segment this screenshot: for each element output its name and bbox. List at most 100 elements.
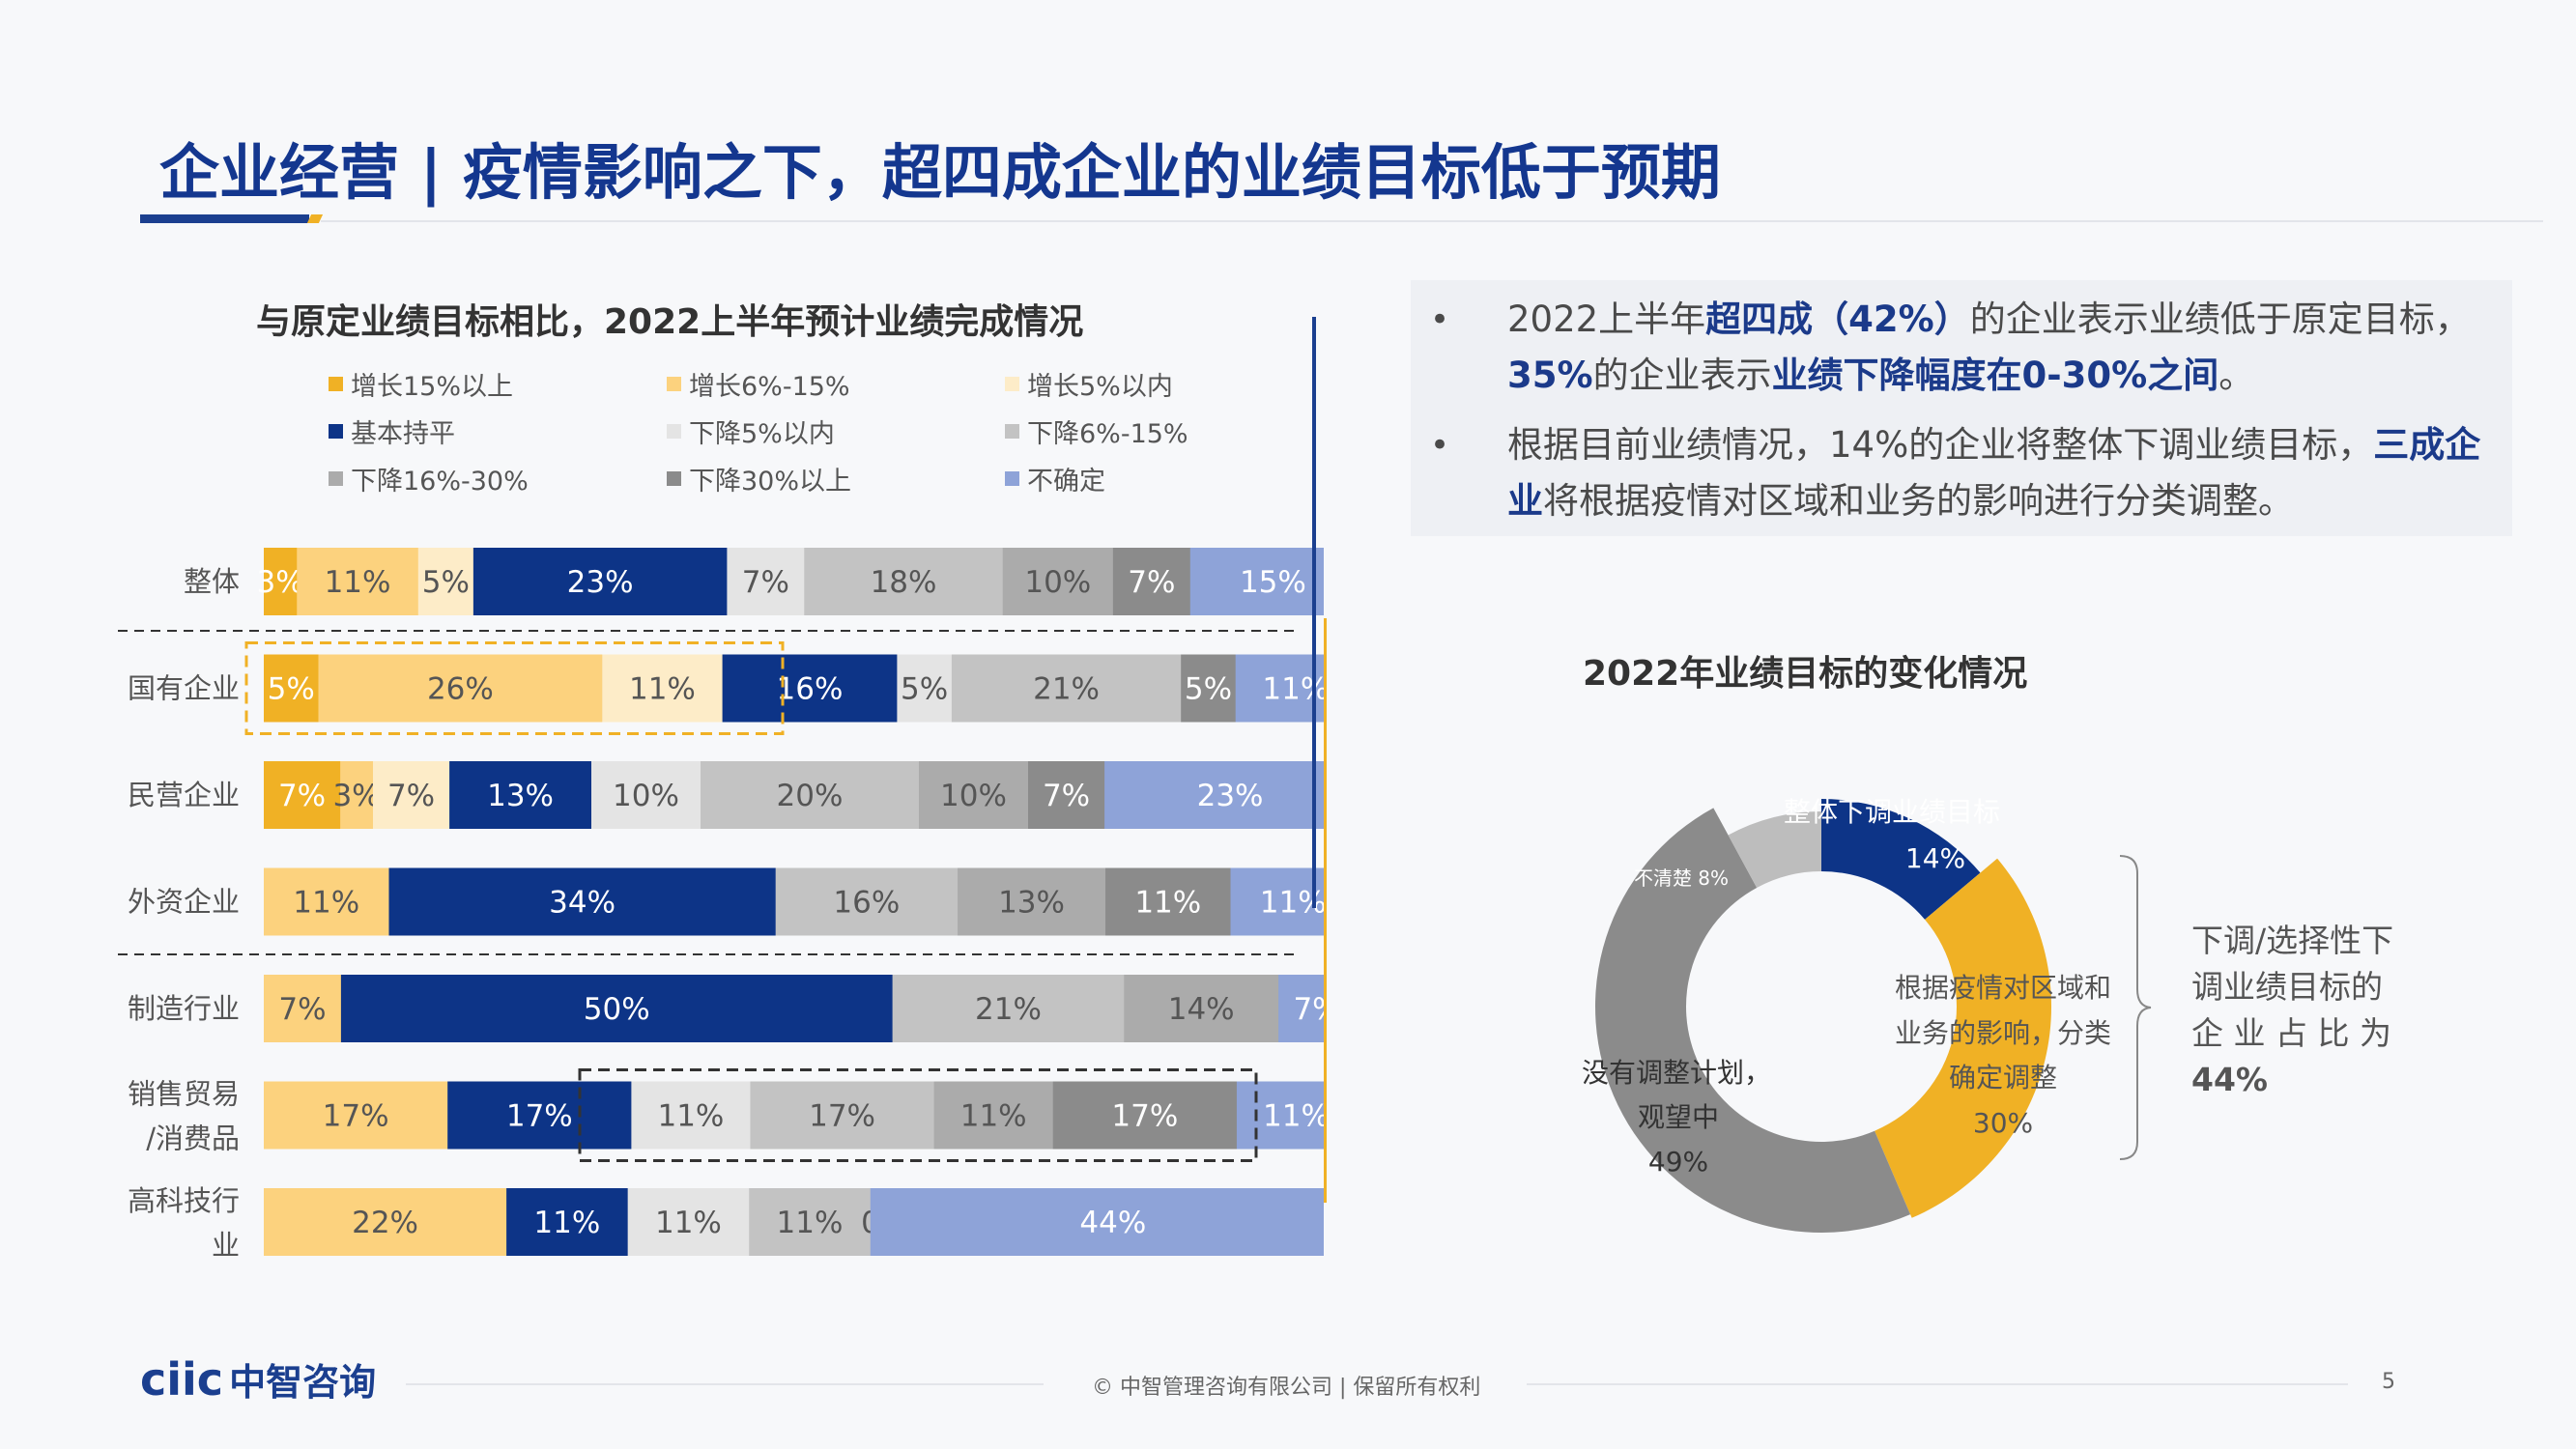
donut-slice-label: 不清楚 8% [1634,867,1729,890]
bracket-icon [2119,855,2152,1160]
bar-value-label: 10% [613,779,679,813]
bar-segment [933,1081,1054,1150]
legend-label: 增长15%以上 [351,372,514,402]
bar-segment [264,761,341,829]
bar-segment [318,654,603,723]
legend-swatch [329,424,343,439]
bar-segment [264,548,298,615]
bar-segment [264,1188,507,1256]
bar-segment [264,975,342,1042]
bar-segment [1235,654,1324,723]
bullet-emphasis: 超四成（42%） [1705,298,1970,340]
bar-value-label: 11% [629,672,696,707]
category-label: 高科技行 [128,1184,240,1217]
legend-swatch [667,377,681,391]
bar-segment [1230,867,1324,936]
key-findings-panel: • 2022上半年超四成（42%）的企业表示业绩低于原定目标， 35%的企业表示业… [1411,280,2512,536]
bar-segment [750,1081,935,1150]
donut-slice-value: 14% [1905,842,1965,874]
bar-value-label: 22% [352,1206,418,1240]
bar-value-label: 10% [940,779,1007,813]
bar-value-label: 3% [257,565,304,600]
bar-segment [892,975,1125,1042]
bar-segment [506,1188,629,1256]
bar-segment [340,975,894,1042]
page-title: 企业经营 | 疫情影响之下，超四成企业的业绩目标低于预期 [159,137,1721,208]
legend-label: 下降16%-30% [351,467,529,497]
legend-item: 基本持平 [329,412,455,450]
category-label: 整体 [184,565,240,598]
legend-label: 增长5%以内 [1027,372,1173,402]
bar-segment [1278,975,1324,1042]
bullet-text-run: 将根据疫情对区域和业务的影响进行分类调整。 [1543,480,2294,522]
bar-value-label: 11% [1134,886,1201,921]
footer-copyright: © 中智管理咨询有限公司 | 保留所有权利 [1092,1376,1481,1400]
bar-segment [727,548,805,615]
bar-value-label: 13% [998,886,1065,921]
footer-logo: ciic 中智咨询 [140,1352,376,1406]
legend-label: 增长6%-15% [689,372,850,402]
bar-segment [340,761,374,829]
bar-value-label: 18% [871,565,937,600]
bracket-note: 下调/选择性下 调业绩目标的 企 业 占 比 为 44% [2191,918,2423,1103]
bar-segment [449,761,592,829]
bar-segment [1105,867,1232,936]
category-label: 业 [212,1229,240,1262]
donut-slice-value: 49% [1648,1146,1708,1178]
legend-label: 不确定 [1027,467,1105,497]
bar-value-label: 23% [567,565,634,600]
bar-value-label: 17% [506,1099,573,1134]
bullet-1-text: 2022上半年超四成（42%）的企业表示业绩低于原定目标， 35%的企业表示业绩下… [1507,292,2493,404]
donut-slice-label: 业务的影响，分类 [1895,1017,2111,1049]
bar-segment [701,761,920,829]
legend-swatch [329,377,343,391]
legend-item: 增长6%-15% [667,365,850,403]
bar-segment [297,548,419,615]
footer-rule-left [406,1383,1044,1385]
stacked-bar-chart: 3% 11% 5% 23% 7% 18% 10% 7% 15% 整体 5% 26% 11% 16% 5% 21… [118,548,1324,1262]
bar-segment [1112,548,1191,615]
bar-chart-legend: 增长15%以上 增长6%-15% 增长5%以内 基本持平 下降5%以内 下降6%-15% 下… [329,365,1295,510]
bar-segment [472,548,728,615]
category-label: /消费品 [146,1122,240,1155]
bar-segment [749,1188,872,1256]
bar-value-label: 11% [960,1099,1027,1134]
bar-segment [951,654,1182,723]
bar-value-label: 17% [323,1099,389,1134]
donut-slice-label: 整体下调业绩目标 [1784,796,2000,828]
bar-value-label: 7% [1128,565,1175,600]
bar-value-label: 20% [777,779,844,813]
legend-swatch [329,471,343,486]
donut-slice-value: 30% [1973,1107,2033,1139]
bar-segment [870,1188,1324,1256]
bar-value-label: 15% [1240,565,1306,600]
bullet-text-run: 2022上半年 [1507,298,1706,340]
bar-segment [264,654,319,723]
ciic-logo-text: 中智咨询 [229,1361,377,1404]
bar-value-label: 5% [422,565,470,600]
legend-label: 下降30%以上 [689,467,852,497]
legend-item: 下降30%以上 [667,460,851,497]
highlight-box-decline [578,1068,1258,1162]
category-label: 外资企业 [128,886,240,919]
bar-segment [958,867,1106,936]
bar-value-label: 23% [1197,779,1264,813]
bar-value-label: 7% [1293,992,1324,1027]
bar-value-label: 11% [325,565,391,600]
bar-value-label: 34% [549,886,615,921]
legend-swatch [667,424,681,439]
bar-value-label: 26% [427,672,494,707]
bracket-note-line: 企 业 占 比 为 [2191,1014,2391,1052]
bar-segment [897,654,953,723]
bar-segment [722,654,898,723]
category-label: 民营企业 [128,779,240,811]
category-label: 制造行业 [128,992,240,1025]
title-underline [140,214,309,223]
vertical-divider-gold [1324,618,1327,1203]
bar-value-label: 5% [1185,672,1232,707]
bar-value-label: 5% [901,672,948,707]
legend-item: 增长15%以上 [329,365,513,403]
legend-item: 下降16%-30% [329,460,529,497]
legend-swatch [1005,377,1019,391]
